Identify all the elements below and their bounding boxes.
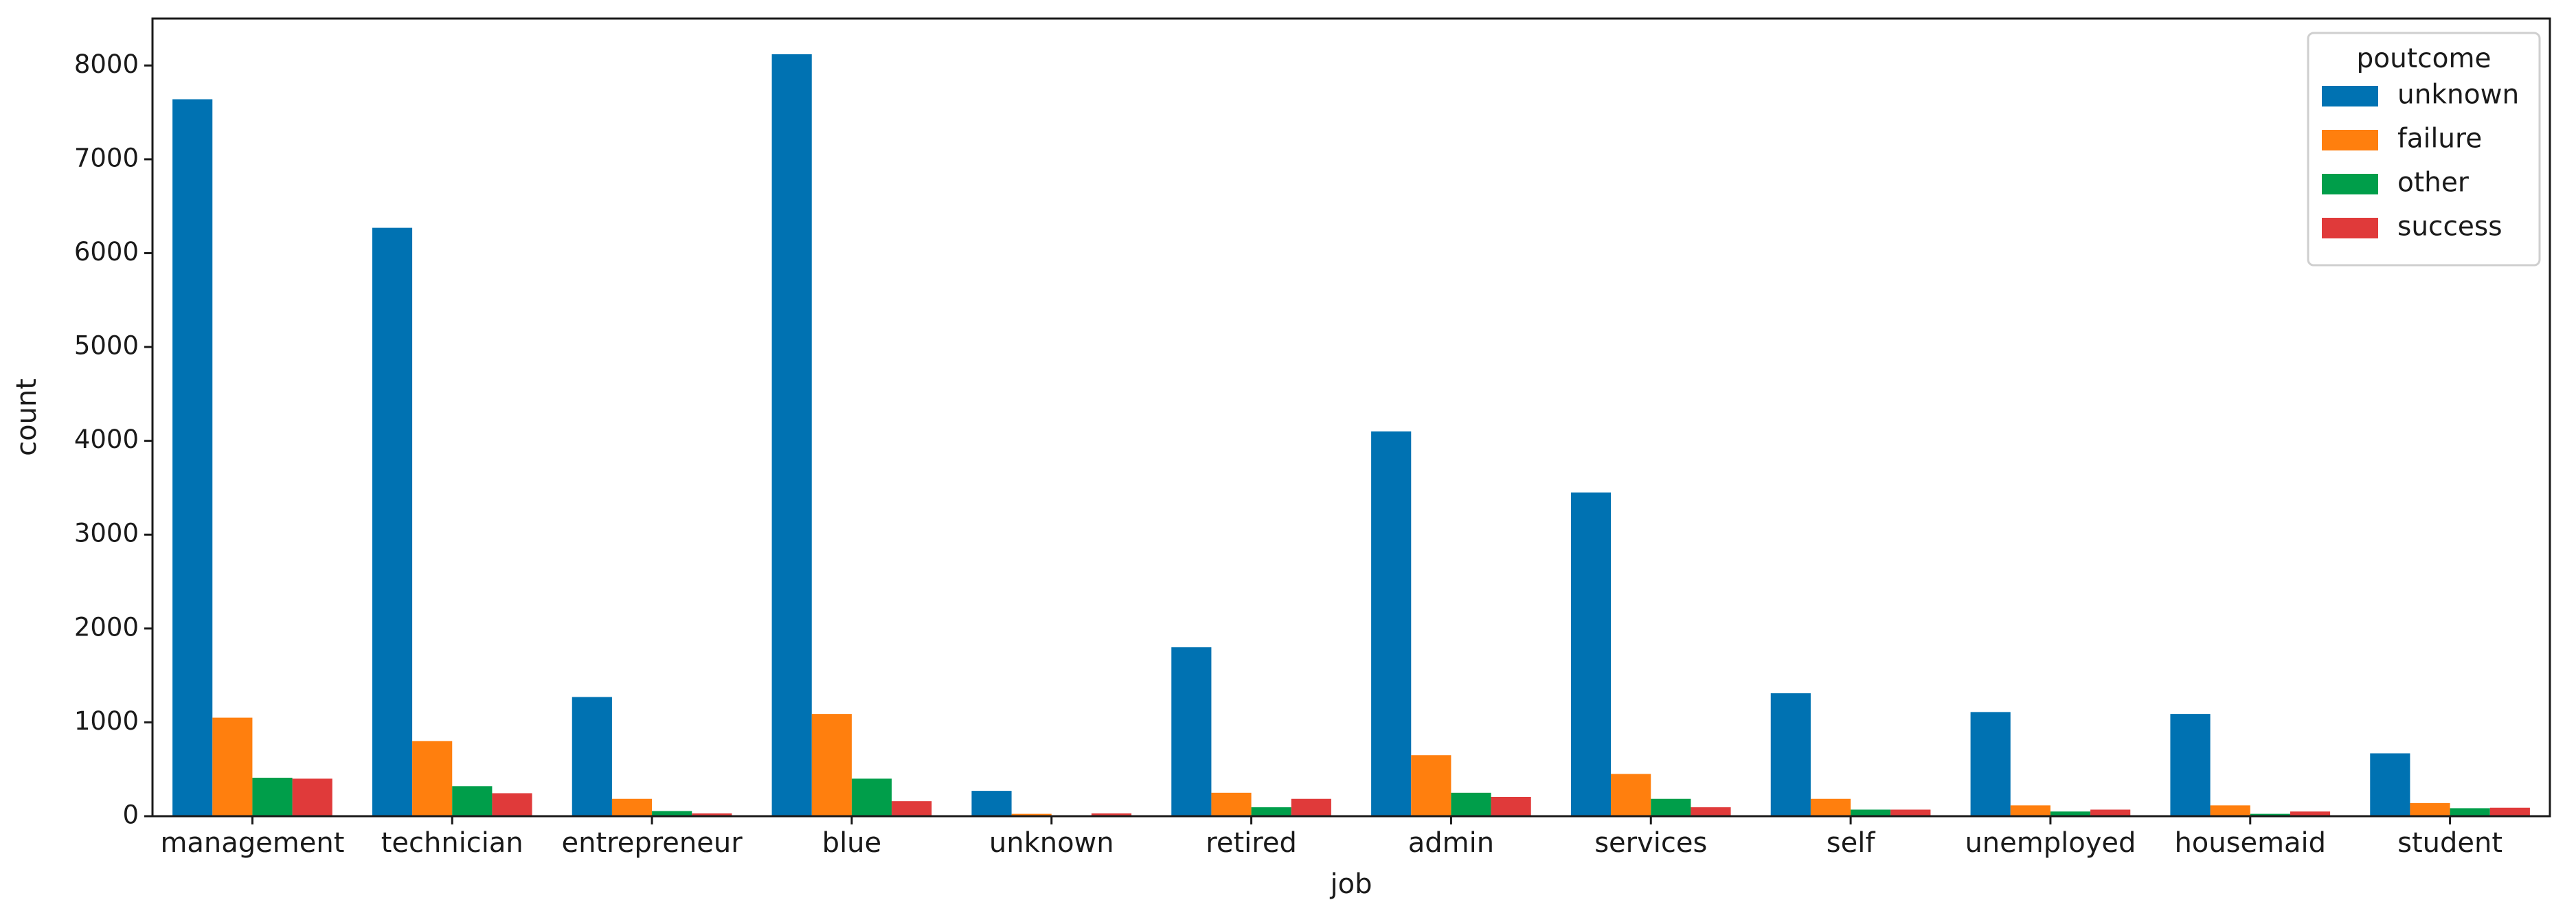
x-tick-label: technician	[381, 827, 523, 859]
bar-failure-retired	[1211, 792, 1252, 816]
bar-other-retired	[1251, 807, 1291, 816]
bar-success-retired	[1291, 798, 1331, 816]
bar-unknown-entrepreneur	[572, 697, 612, 816]
bar-unknown-technician	[372, 227, 413, 816]
y-tick-label: 6000	[74, 237, 139, 267]
x-tick-label: housemaid	[2174, 827, 2326, 859]
bar-failure-housemaid	[2210, 805, 2250, 816]
x-ticks-group: management technician entrepreneur blue unkn…	[160, 816, 2502, 859]
x-tick-label: unemployed	[1965, 827, 2136, 859]
bar-success-management	[292, 778, 332, 816]
bar-other-technician	[452, 786, 493, 816]
bar-failure-admin	[1411, 755, 1451, 816]
bar-unknown-services	[1570, 492, 1612, 816]
bar-success-unemployed	[2090, 809, 2131, 816]
y-tick-label: 7000	[74, 143, 139, 172]
bar-success-unknown	[1091, 813, 1132, 816]
y-ticks-group: 0 1000 2000 3000 4000 5000 6000 7000 8000	[74, 49, 152, 830]
bar-success-admin	[1491, 796, 1531, 816]
x-tick-label: self	[1827, 827, 1876, 859]
legend-title: poutcome	[2357, 43, 2492, 74]
bar-success-technician	[492, 793, 532, 816]
bar-failure-self	[1810, 798, 1851, 816]
bar-failure-unemployed	[2010, 805, 2050, 816]
y-axis-label: count	[11, 379, 43, 456]
bar-other-student	[2450, 808, 2490, 816]
bar-unknown-retired	[1171, 647, 1212, 816]
bar-failure-unknown	[1011, 813, 1052, 816]
bar-unknown-housemaid	[2170, 714, 2211, 816]
bar-other-management	[252, 777, 293, 816]
bar-failure-technician	[412, 741, 453, 816]
bar-failure-entrepreneur	[611, 798, 653, 816]
bar-unknown-blue	[771, 54, 812, 816]
y-tick-label: 2000	[74, 612, 139, 642]
bar-other-self	[1851, 809, 1891, 816]
bar-other-services	[1651, 798, 1691, 816]
legend-items: unknown failure other success	[2322, 80, 2519, 243]
legend-label-other: other	[2397, 168, 2470, 199]
legend-swatch-success	[2322, 218, 2378, 238]
bar-unknown-admin	[1371, 431, 1412, 816]
bar-other-housemaid	[2250, 813, 2290, 816]
bar-unknown-unknown	[971, 791, 1012, 816]
bar-other-blue	[851, 778, 892, 816]
legend-swatch-unknown	[2322, 86, 2378, 106]
y-tick-label: 0	[122, 800, 139, 830]
legend-label-success: success	[2397, 212, 2502, 243]
bar-failure-services	[1611, 774, 1651, 816]
bar-other-entrepreneur	[652, 811, 692, 816]
x-tick-label: unknown	[989, 827, 1114, 859]
y-tick-label: 1000	[74, 706, 139, 736]
bar-unknown-self	[1770, 693, 1811, 816]
x-tick-label: retired	[1206, 827, 1297, 859]
legend-label-unknown: unknown	[2397, 80, 2519, 111]
x-tick-label: student	[2397, 827, 2502, 859]
legend-swatch-other	[2322, 174, 2378, 194]
x-tick-label: entrepreneur	[562, 827, 743, 859]
bar-unknown-unemployed	[1970, 712, 2011, 816]
y-tick-label: 5000	[74, 331, 139, 361]
x-tick-label: services	[1594, 827, 1707, 859]
legend-label-failure: failure	[2397, 124, 2482, 155]
x-tick-label: management	[160, 827, 344, 859]
x-tick-label: admin	[1408, 827, 1494, 859]
bar-success-housemaid	[2290, 811, 2331, 816]
y-tick-label: 4000	[74, 425, 139, 454]
y-tick-label: 3000	[74, 519, 139, 548]
bar-failure-student	[2410, 802, 2450, 816]
bar-failure-blue	[811, 714, 852, 816]
bar-success-self	[1890, 809, 1931, 816]
bar-success-services	[1691, 807, 1731, 816]
x-tick-label: blue	[822, 827, 881, 859]
plot-frame	[151, 17, 2551, 818]
bar-unknown-management	[172, 99, 213, 817]
bar-unknown-student	[2370, 753, 2410, 816]
legend-swatch-failure	[2322, 130, 2378, 150]
bar-other-unemployed	[2050, 811, 2091, 816]
bar-success-entrepreneur	[692, 813, 732, 816]
legend: poutcome unknown failure other success	[2307, 32, 2541, 267]
bar-success-blue	[892, 801, 932, 816]
y-tick-label: 8000	[74, 49, 139, 79]
x-axis-label: job	[1330, 868, 1372, 900]
bars-group	[172, 54, 2530, 817]
bar-success-student	[2489, 807, 2530, 816]
bar-failure-management	[212, 717, 253, 816]
bar-other-admin	[1451, 792, 1491, 816]
